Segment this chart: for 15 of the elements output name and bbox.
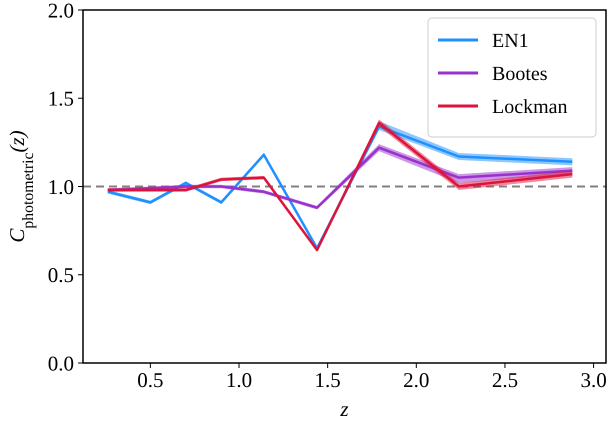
x-tick-label: 1.0 (226, 368, 252, 392)
y-tick-label: 2.0 (48, 0, 74, 22)
x-tick-label: 1.5 (314, 368, 341, 392)
y-tick-label: 1.0 (48, 174, 74, 199)
x-tick-label: 2.5 (492, 368, 518, 392)
y-tick-label: 0.5 (48, 263, 74, 288)
legend-label: Lockman (492, 96, 568, 118)
x-axis-title: z (339, 397, 349, 421)
y-tick-label: 0.0 (48, 351, 74, 376)
y-tick-label: 1.5 (48, 86, 74, 111)
legend-label: Bootes (492, 63, 548, 85)
x-tick-label: 2.0 (403, 368, 430, 392)
x-tick-label: 0.5 (137, 368, 164, 392)
x-tick-label: 3.0 (580, 368, 607, 392)
legend-label: EN1 (492, 30, 529, 52)
